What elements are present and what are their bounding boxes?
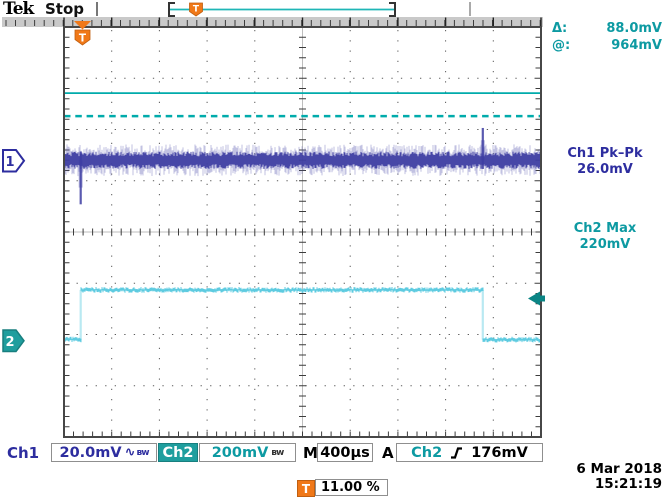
trigger-position-flag-icon: T	[297, 480, 315, 497]
ch2-scale-box: 200mV ʙᴡ	[199, 443, 296, 462]
cursor-delta-row: Δ: 88.0mV	[552, 21, 662, 38]
oscilloscope-screen: T T 1 2 Tek Stop Δ: 88.0m	[0, 0, 666, 500]
trigger-level-value: 176mV	[471, 445, 528, 461]
datetime: 6 Mar 2018 15:21:19	[540, 462, 662, 492]
cursor-readout: Δ: 88.0mV @: 964mV	[552, 21, 662, 55]
trigger-source: Ch2	[411, 445, 442, 461]
cursor-at-row: @: 964mV	[552, 38, 662, 55]
ac-coupling-icon: ∿	[125, 445, 136, 460]
cursor-delta-label: Δ:	[552, 21, 567, 38]
tek-logo: Tek	[3, 0, 33, 19]
ch1-name: Ch1	[7, 444, 39, 462]
ch1-badge: 1	[3, 150, 24, 172]
trigger-flag-label: T	[79, 33, 87, 45]
ch1-scale-box: 20.0mV ∿ ʙᴡ	[51, 443, 157, 462]
trigger-readout-box: Ch2 176mV	[396, 443, 543, 462]
rising-edge-icon	[450, 446, 463, 460]
time-value: 15:21:19	[540, 477, 662, 492]
cursor-delta-value: 88.0mV	[606, 21, 662, 38]
status-bar: Ch1 20.0mV ∿ ʙᴡ Ch2 200mV ʙᴡ M 400µs A C…	[0, 443, 666, 463]
ch1-badge-label: 1	[5, 155, 14, 170]
timebase-prefix: M	[303, 444, 318, 462]
ch2-bandwidth-limit-icon: ʙᴡ	[271, 448, 283, 458]
ch2-badge-label: 2	[5, 335, 14, 350]
trigger-mode-label: A	[382, 444, 394, 462]
timebase-box: 400µs	[317, 443, 373, 462]
ch2-measurement-label: Ch2 Max	[546, 221, 664, 237]
ch2-badge: 2	[3, 330, 24, 352]
ch2-name-tag: Ch2	[158, 443, 198, 462]
ch2-measurement-value: 220mV	[546, 237, 664, 253]
record-view-bar: T	[97, 2, 470, 16]
ch2-measurement: Ch2 Max 220mV	[546, 221, 664, 253]
cursor-at-value: 964mV	[611, 38, 662, 55]
ch1-measurement-value: 26.0mV	[546, 162, 664, 178]
ch1-bandwidth-limit-icon: ʙᴡ	[137, 448, 149, 458]
cursor-at-label: @:	[552, 38, 570, 55]
ch2-scale-value: 200mV	[212, 445, 269, 461]
ch1-scale-value: 20.0mV	[59, 445, 121, 461]
date-value: 6 Mar 2018	[540, 462, 662, 477]
acquisition-status: Stop	[45, 0, 84, 18]
trigger-position-box: 11.00 %	[315, 479, 388, 496]
record-trigger-flag-label: T	[193, 5, 200, 15]
ch1-measurement: Ch1 Pk–Pk 26.0mV	[546, 146, 664, 178]
ch1-measurement-label: Ch1 Pk–Pk	[546, 146, 664, 162]
